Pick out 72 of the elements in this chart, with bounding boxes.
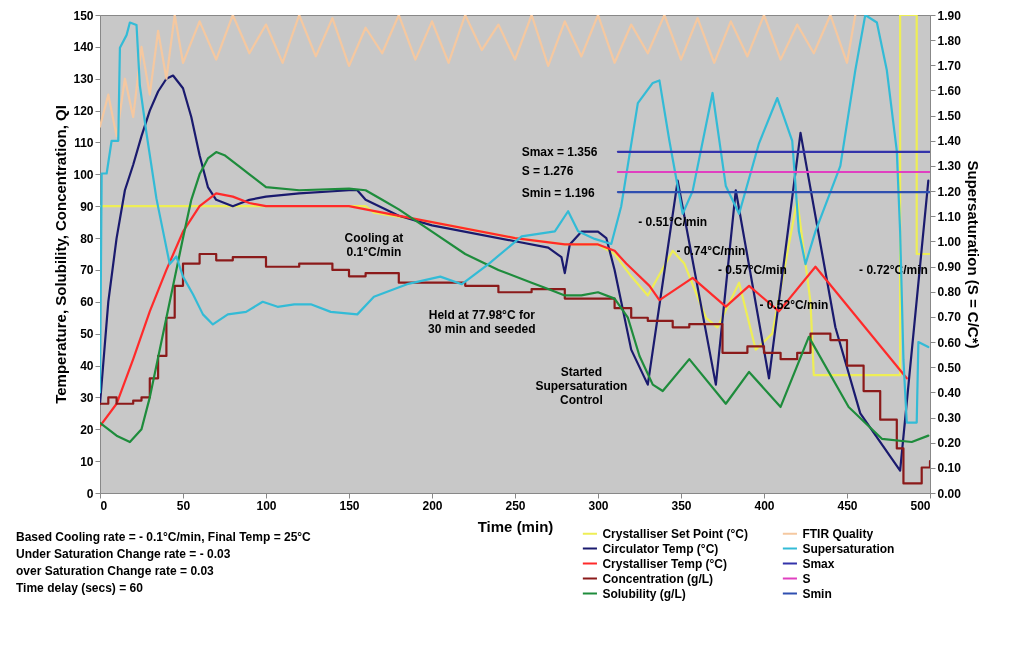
y-tick-label: 150 — [73, 8, 94, 23]
x-tick-label: 350 — [671, 498, 692, 513]
legend-label: Circulator Temp (°C) — [602, 541, 719, 556]
y2-tick-label: 1.60 — [937, 83, 962, 98]
x-tick-label: 250 — [505, 498, 526, 513]
y-tick-label: 100 — [73, 167, 94, 182]
y-tick-label: 20 — [80, 422, 94, 437]
line-series — [100, 15, 857, 138]
y-tick-label: 90 — [80, 199, 94, 214]
y2-tick-label: 0.60 — [937, 335, 962, 350]
y-tick-label: 50 — [80, 327, 94, 342]
annotation: S = 1.276 — [521, 164, 574, 179]
annotation: Smax = 1.356 — [521, 145, 598, 160]
legend-label: FTIR Quality — [802, 526, 874, 541]
y-tick-label: 40 — [80, 359, 94, 374]
y2-tick-label: 1.10 — [937, 209, 962, 224]
legend-label: Smax — [802, 556, 835, 571]
x-tick-label: 100 — [256, 498, 277, 513]
legend-label: S — [802, 571, 811, 586]
x-tick-label: 50 — [176, 498, 191, 513]
x-tick-label: 150 — [339, 498, 360, 513]
annotation: Cooling at 0.1°C/min — [344, 231, 404, 260]
x-axis-title: Time (min) — [477, 517, 554, 535]
y2-tick-label: 0.50 — [937, 360, 962, 375]
y-axis-title: Temperature, Solubility, Concentration, QI — [52, 105, 70, 404]
y2-tick-label: 0.80 — [937, 285, 962, 300]
line-series — [100, 74, 930, 472]
legend-label: Smin — [802, 586, 832, 601]
legend-label: Concentration (g/L) — [602, 571, 714, 586]
y2-tick-label: 0.30 — [937, 411, 962, 426]
text: Based Cooling rate = - 0.1°C/min, Final Temp = 25°C — [16, 530, 312, 544]
y2-tick-label: 1.90 — [937, 8, 962, 23]
y-tick-label: 80 — [80, 231, 94, 246]
x-tick-label: 500 — [910, 498, 931, 513]
y2-tick-label: 1.50 — [937, 109, 962, 124]
y2-tick-label: 0.70 — [937, 310, 962, 325]
y-tick-label: 110 — [74, 135, 94, 150]
x-tick-label: 400 — [754, 498, 775, 513]
annotation: Started Supersaturation Control — [535, 364, 628, 407]
y-tick-label: 120 — [73, 104, 94, 119]
y2-tick-label: 1.30 — [937, 159, 962, 174]
x-tick-label: 450 — [837, 498, 858, 513]
x-tick-label: 300 — [588, 498, 609, 513]
legend-label: Crystalliser Set Point (°C) — [602, 526, 748, 541]
y2-tick-label: 1.00 — [937, 234, 962, 249]
y-tick-label: 10 — [80, 454, 94, 469]
y-tick-label: 30 — [80, 390, 94, 405]
y2-axis-title: Supersaturation (S = C/C*) — [964, 160, 982, 349]
y2-tick-label: 1.80 — [937, 33, 962, 48]
y2-tick-label: 0.10 — [937, 461, 962, 476]
text: over Saturation Change rate = 0.03 — [16, 564, 215, 578]
text: Under Saturation Change rate = - 0.03 — [16, 547, 231, 561]
y2-tick-label: 1.20 — [937, 184, 962, 199]
y2-tick-label: 0.20 — [937, 436, 962, 451]
y2-tick-label: 1.70 — [937, 58, 962, 73]
annotation: Smin = 1.196 — [521, 186, 596, 201]
legend-label: Crystalliser Temp (°C) — [602, 556, 728, 571]
y2-tick-label: 0.00 — [937, 486, 962, 501]
text: Time delay (secs) = 60 — [16, 581, 144, 595]
y-tick-label: 140 — [73, 40, 94, 55]
y-tick-label: 70 — [80, 263, 94, 278]
y-tick-label: 60 — [80, 295, 94, 310]
y2-tick-label: 1.40 — [937, 134, 962, 149]
y-tick-label: 0 — [86, 486, 94, 501]
y-tick-label: 130 — [73, 72, 94, 87]
annotation: Held at 77.98°C for 30 min and seeded — [428, 307, 536, 336]
legend-label: Supersaturation — [802, 541, 895, 556]
x-tick-label: 0 — [100, 498, 108, 513]
x-tick-label: 200 — [422, 498, 443, 513]
y2-tick-label: 0.90 — [937, 260, 962, 275]
y2-tick-label: 0.40 — [937, 385, 962, 400]
legend-label: Solubility (g/L) — [602, 586, 686, 601]
